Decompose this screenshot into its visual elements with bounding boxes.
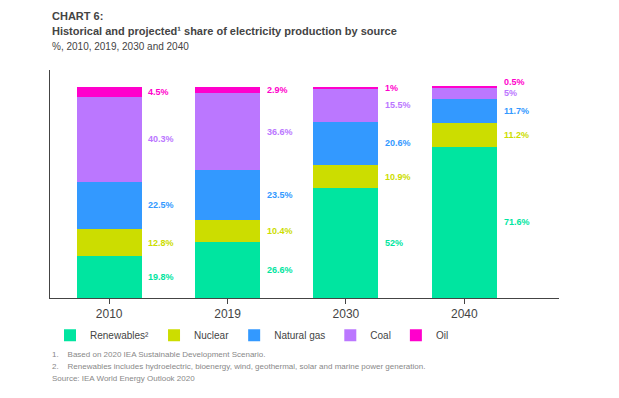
svg-text:10.4%: 10.4% bbox=[267, 226, 293, 236]
svg-text:0.5%: 0.5% bbox=[504, 77, 525, 87]
svg-text:40.3%: 40.3% bbox=[148, 134, 174, 144]
svg-text:Oil: Oil bbox=[436, 330, 448, 341]
svg-text:15.5%: 15.5% bbox=[385, 100, 411, 110]
svg-text:19.8%: 19.8% bbox=[148, 272, 174, 282]
svg-text:Historical and projected¹ shar: Historical and projected¹ share of elect… bbox=[52, 25, 397, 37]
svg-text:11.2%: 11.2% bbox=[504, 130, 529, 140]
svg-text:CHART 6:: CHART 6: bbox=[52, 10, 103, 22]
svg-text:2030: 2030 bbox=[333, 307, 360, 321]
svg-text:22.5%: 22.5% bbox=[148, 200, 174, 210]
svg-text:2019: 2019 bbox=[214, 307, 241, 321]
svg-text:23.5%: 23.5% bbox=[267, 190, 293, 200]
svg-text:52%: 52% bbox=[385, 238, 403, 248]
svg-text:5%: 5% bbox=[504, 88, 517, 98]
svg-text:11.7%: 11.7% bbox=[504, 106, 529, 116]
svg-text:Nuclear: Nuclear bbox=[194, 330, 229, 341]
svg-text:71.6%: 71.6% bbox=[504, 217, 530, 227]
svg-text:1%: 1% bbox=[385, 83, 398, 93]
svg-text:36.6%: 36.6% bbox=[267, 127, 293, 137]
svg-text:2010: 2010 bbox=[96, 307, 123, 321]
svg-text:%, 2010, 2019, 2030 and 2040: %, 2010, 2019, 2030 and 2040 bbox=[52, 41, 189, 52]
svg-text:2.9%: 2.9% bbox=[267, 85, 288, 95]
svg-text:Natural gas: Natural gas bbox=[274, 330, 325, 341]
svg-text:1. Based on 2020 IEA Sustai: 1. Based on 2020 IEA Sustainable Develop… bbox=[52, 350, 265, 359]
svg-text:26.6%: 26.6% bbox=[267, 265, 293, 275]
svg-text:2040: 2040 bbox=[451, 307, 478, 321]
svg-text:10.9%: 10.9% bbox=[385, 172, 411, 182]
svg-text:12.8%: 12.8% bbox=[148, 238, 174, 248]
svg-text:20.6%: 20.6% bbox=[385, 138, 411, 148]
svg-text:Source: IEA World Energy Outlo: Source: IEA World Energy Outlook 2020 bbox=[52, 374, 195, 383]
svg-text:Renewables²: Renewables² bbox=[90, 330, 149, 341]
svg-text:4.5%: 4.5% bbox=[148, 87, 169, 97]
svg-text:2. Renewables includes hydr: 2. Renewables includes hydroelectric, bi… bbox=[52, 362, 425, 371]
svg-text:Coal: Coal bbox=[370, 330, 391, 341]
